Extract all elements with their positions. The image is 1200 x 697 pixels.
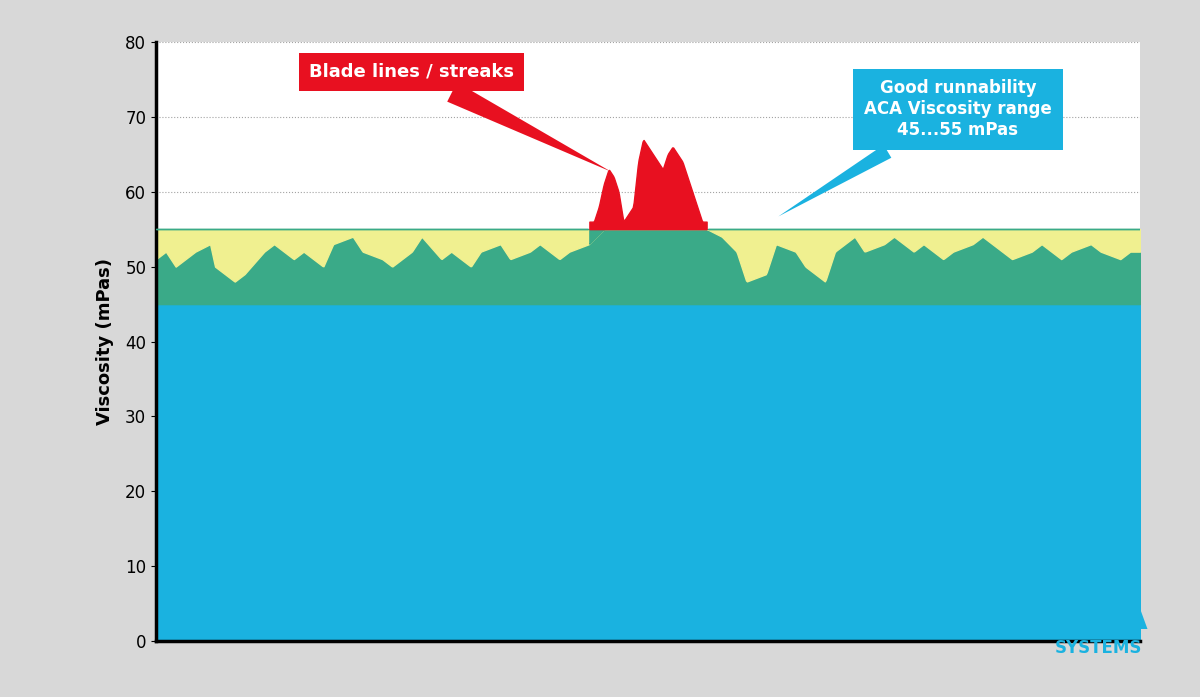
Text: SYSTEMS: SYSTEMS bbox=[1055, 639, 1141, 657]
Text: Good runnability
ACA Viscosity range
45...55 mPas: Good runnability ACA Viscosity range 45.… bbox=[779, 79, 1052, 217]
Text: Blade lines / streaks: Blade lines / streaks bbox=[310, 63, 611, 171]
Text: ACA: ACA bbox=[1048, 595, 1148, 638]
Y-axis label: Viscosity (mPas): Viscosity (mPas) bbox=[96, 258, 114, 425]
